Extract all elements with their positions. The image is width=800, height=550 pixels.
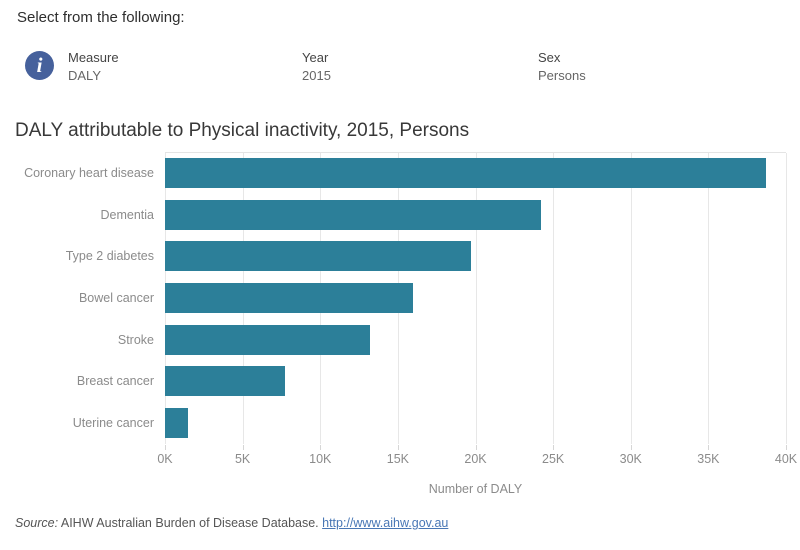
bar-row: Uterine cancer [0,402,786,444]
tick-mark [397,445,399,450]
tick-label: 15K [386,452,409,466]
bar-track [165,157,786,188]
tick-label: 10K [309,452,332,466]
filter-measure: Measure DALY [68,50,119,83]
tick-label: 35K [697,452,720,466]
filter-sex-value[interactable]: Persons [538,68,586,83]
category-label: Bowel cancer [78,290,154,305]
bar-row: Breast cancer [0,360,786,402]
filter-measure-value[interactable]: DALY [68,68,101,83]
source-link[interactable]: http://www.aihw.gov.au [322,516,449,530]
bar-track [165,407,786,438]
bar-row: Bowel cancer [0,277,786,319]
tick-mark [553,445,555,450]
tick-label: 25K [542,452,565,466]
gridline [630,153,632,444]
filter-sex-label: Sex [538,50,561,65]
gridline [786,153,787,444]
tick-mark [708,445,710,450]
tick-mark [786,445,787,450]
tick-mark [242,445,244,450]
bar-rows: Coronary heart disease Dementia Type 2 dia… [0,152,786,444]
bar-stroke[interactable] [165,324,370,355]
tick-mark [475,445,477,450]
category-label: Coronary heart disease [24,165,154,180]
filter-year-value[interactable]: 2015 [302,68,331,83]
tick-label: 20K [464,452,487,466]
bar-row: Type 2 diabetes [0,235,786,277]
bar-track [165,199,786,230]
filter-measure-label: Measure [68,50,119,65]
gridline [553,153,555,444]
filter-year: Year 2015 [302,50,331,83]
bar-track [165,324,786,355]
bar-row: Coronary heart disease [0,152,786,194]
category-label: Stroke [117,332,154,347]
info-icon[interactable]: i [25,51,54,80]
bar-type-2-diabetes[interactable] [165,241,471,272]
x-axis-ticks [165,444,787,450]
source-text: AIHW Australian Burden of Disease Databa… [58,516,323,530]
category-label: Uterine cancer [72,415,154,430]
bar-track [165,241,786,272]
category-label: Dementia [100,207,155,222]
bar-chart: Coronary heart disease Dementia Type 2 dia… [0,152,800,512]
bar-row: Dementia [0,194,786,236]
bar-dementia[interactable] [165,199,541,230]
source-prefix: Source: [15,516,59,530]
tick-label: 30K [619,452,642,466]
chart-title: DALY attributable to Physical inactivity… [15,120,470,141]
gridline [475,153,477,444]
bar-row: Stroke [0,319,786,361]
select-prompt: Select from the following: [17,9,185,26]
bar-track [165,366,786,397]
x-axis-tick-labels: 0K 5K 10K 15K 20K 25K 30K 35K 40K [157,452,797,467]
bar-bowel-cancer[interactable] [165,282,414,313]
gridline [708,153,710,444]
filter-sex: Sex Persons [538,50,586,83]
bar-track [165,282,786,313]
category-label: Type 2 diabetes [65,249,154,264]
tick-mark [165,445,166,450]
tick-mark [630,445,632,450]
tick-label: 0K [157,452,173,466]
bar-coronary-heart-disease[interactable] [165,157,766,188]
bar-breast-cancer[interactable] [165,366,286,397]
tick-label: 40K [774,452,798,466]
category-label: Breast cancer [76,374,154,389]
tick-mark [320,445,322,450]
bar-uterine-cancer[interactable] [165,407,188,438]
filter-year-label: Year [302,50,329,65]
source-note: Source: AIHW Australian Burden of Diseas… [15,516,448,530]
tick-label: 5K [234,452,251,466]
x-axis-title: Number of DALY [428,482,523,496]
